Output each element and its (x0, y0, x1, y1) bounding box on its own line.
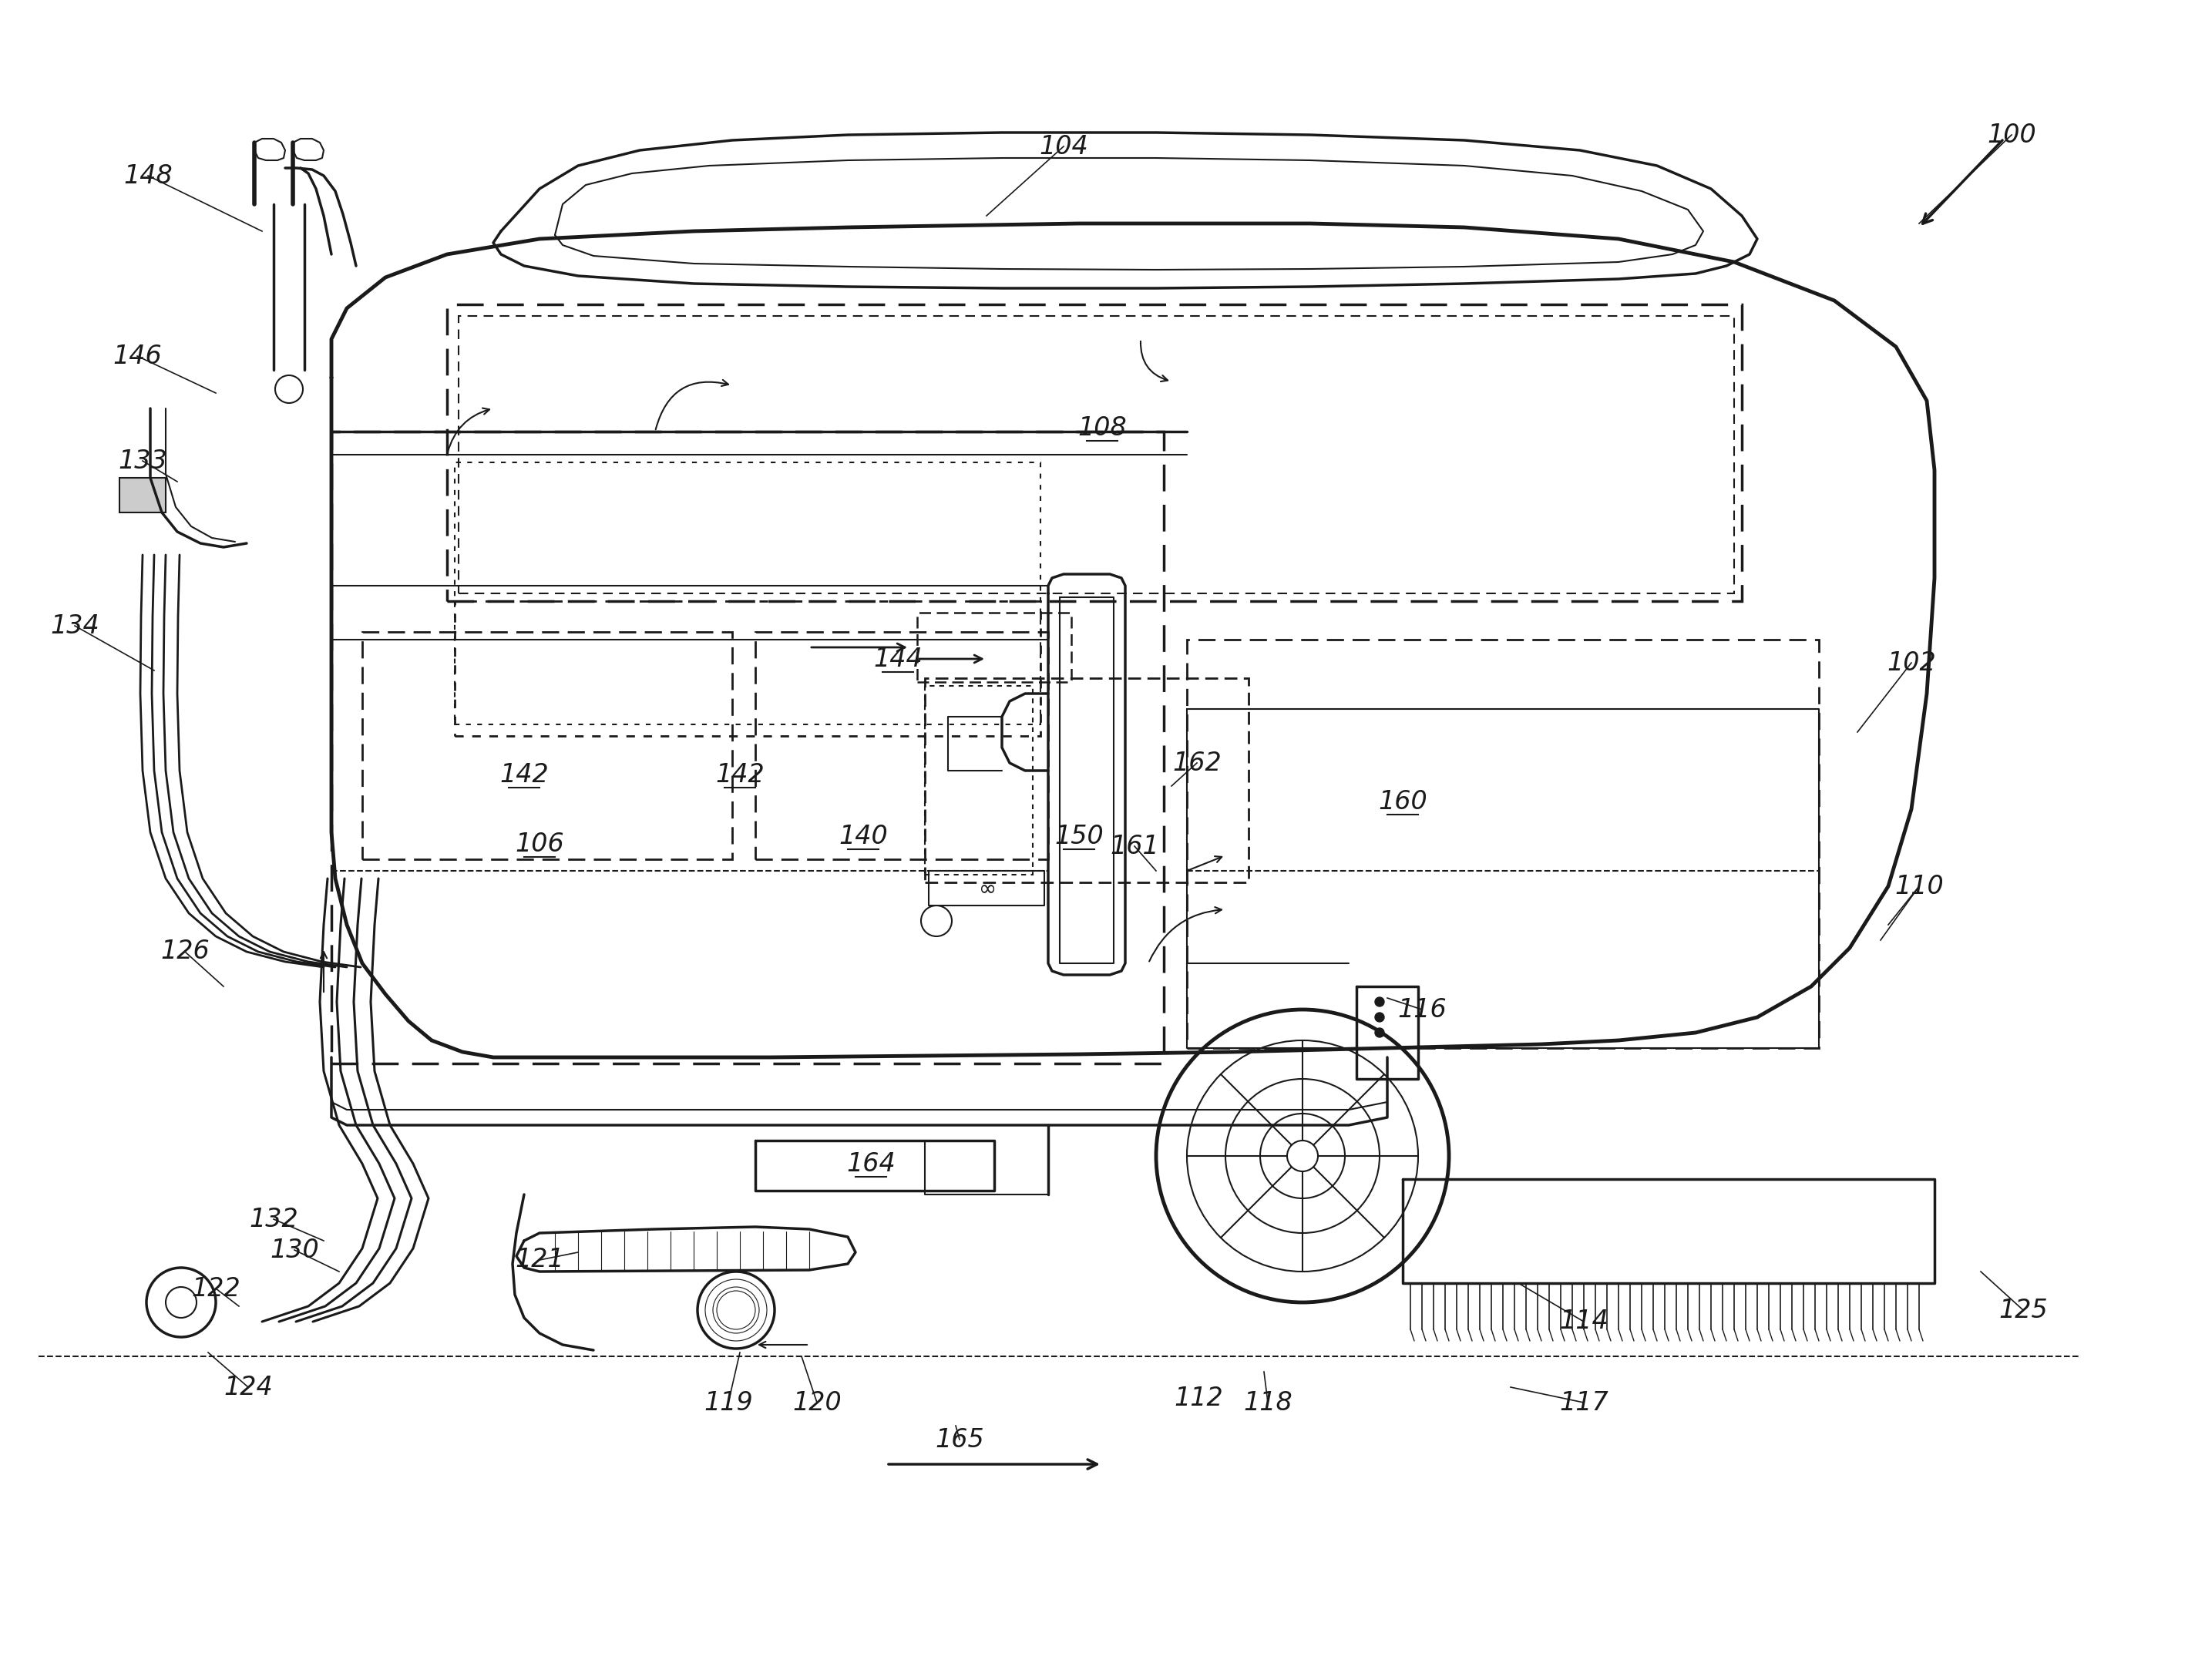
Bar (454, 462, 1040, 724)
Text: 162: 162 (1172, 751, 1220, 776)
Text: 165: 165 (935, 1426, 983, 1452)
Bar (459, 316, 1734, 593)
Text: 133: 133 (119, 449, 167, 474)
Bar (924, 679, 1249, 882)
Text: 108: 108 (1078, 415, 1126, 440)
Text: 122: 122 (191, 1275, 241, 1302)
Circle shape (1374, 1013, 1385, 1021)
Bar (331, 432, 1163, 1063)
Bar (1187, 640, 1820, 1048)
Text: 140: 140 (838, 823, 887, 848)
Text: 121: 121 (516, 1247, 564, 1273)
Bar (362, 632, 733, 858)
Text: 112: 112 (1174, 1386, 1223, 1411)
Text: 106: 106 (516, 832, 564, 857)
Text: 124: 124 (224, 1374, 272, 1399)
Text: 117: 117 (1558, 1389, 1609, 1415)
Text: 120: 120 (792, 1389, 841, 1415)
Text: 126: 126 (160, 939, 209, 964)
Bar (924, 685, 1034, 875)
Bar (755, 632, 1049, 858)
Text: 148: 148 (123, 163, 173, 188)
Text: 116: 116 (1398, 996, 1447, 1021)
Text: 130: 130 (270, 1236, 318, 1263)
Text: 110: 110 (1894, 874, 1943, 899)
Text: 134: 134 (50, 613, 99, 638)
Text: 100: 100 (1986, 123, 2037, 148)
Text: $\infty$: $\infty$ (979, 877, 994, 899)
Text: 119: 119 (705, 1389, 753, 1415)
Text: 142: 142 (500, 761, 549, 788)
Bar (119, 477, 165, 512)
Circle shape (1374, 998, 1385, 1006)
Text: 125: 125 (2000, 1297, 2048, 1322)
Circle shape (1374, 1028, 1385, 1037)
Text: 102: 102 (1888, 650, 1936, 675)
Text: 146: 146 (112, 343, 162, 368)
Bar (448, 304, 1743, 601)
Text: 164: 164 (847, 1151, 896, 1176)
Text: 114: 114 (1558, 1309, 1609, 1334)
Text: 132: 132 (248, 1206, 299, 1231)
Text: 160: 160 (1378, 788, 1427, 815)
Text: 142: 142 (716, 761, 764, 788)
Bar (918, 613, 1071, 682)
Text: 161: 161 (1111, 833, 1159, 858)
Text: 104: 104 (1038, 134, 1089, 160)
Text: 118: 118 (1242, 1389, 1293, 1415)
Text: 144: 144 (874, 647, 922, 672)
Text: 150: 150 (1054, 823, 1104, 848)
Bar (454, 601, 1040, 736)
